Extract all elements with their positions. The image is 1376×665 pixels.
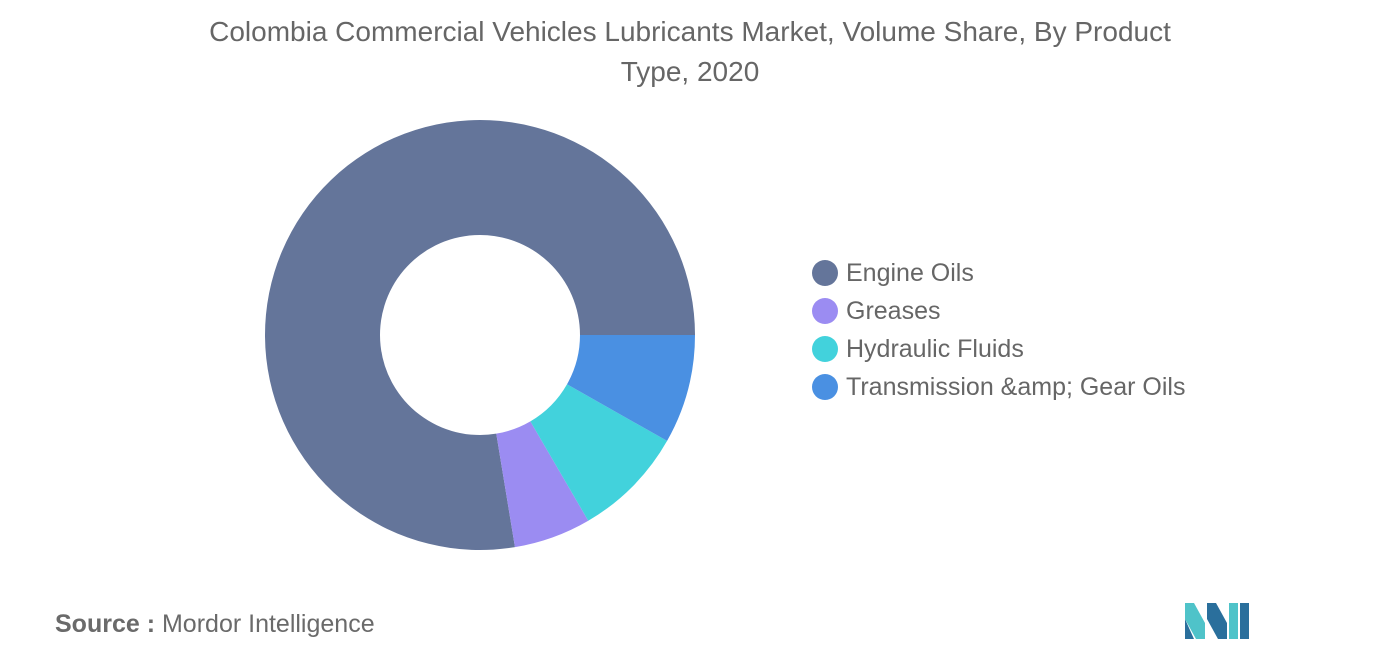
source-label: Source :	[55, 610, 156, 638]
donut-slice-greases	[496, 421, 589, 548]
legend-label: Hydraulic Fluids	[846, 334, 1024, 363]
legend-swatch	[812, 298, 838, 324]
legend-item: Engine Oils	[812, 254, 1185, 292]
legend-label: Transmission &amp; Gear Oils	[846, 372, 1186, 401]
legend-item: Greases	[812, 292, 1185, 330]
donut-slices	[264, 119, 695, 550]
legend-swatch	[812, 336, 838, 362]
source-text: Mordor Intelligence	[161, 610, 375, 638]
donut-slice-transmission-amp-gear-oils	[567, 335, 695, 441]
donut-slice-engine-oils	[264, 119, 695, 550]
legend-swatch	[812, 374, 838, 400]
source-credit: Source : Mordor Intelligence	[55, 610, 375, 639]
legend-item: Transmission &amp; Gear Oils	[812, 368, 1185, 406]
legend-label: Greases	[846, 296, 941, 325]
chart-title: Colombia Commercial Vehicles Lubricants …	[209, 16, 1171, 87]
donut-slice-hydraulic-fluids	[530, 384, 668, 521]
legend-swatch	[812, 260, 838, 286]
mordor-intelligence-logo-icon	[1185, 603, 1249, 639]
legend-item: Hydraulic Fluids	[812, 330, 1185, 368]
legend-label: Engine Oils	[846, 258, 974, 287]
chart-legend: Engine Oils Greases Hydraulic Fluids Transm…	[812, 254, 1185, 406]
